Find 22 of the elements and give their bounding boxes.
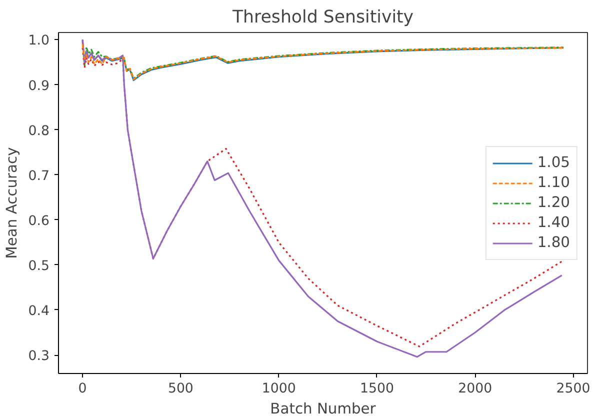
x-tick-label: 1000 (262, 382, 296, 396)
y-tick-label: 1.0 (28, 34, 50, 49)
x-axis-title: Batch Number (270, 400, 377, 418)
x-tick-label: 1500 (360, 382, 394, 396)
x-tick-label: 2500 (556, 382, 590, 396)
y-tick-label: 0.6 (28, 214, 50, 229)
y-tick-label: 0.9 (28, 78, 50, 94)
x-tick-label: 2000 (458, 382, 492, 396)
y-axis-title: Mean Accuracy (3, 146, 20, 259)
x-tick-label: 0 (78, 382, 87, 396)
legend-label: 1.20 (537, 194, 570, 211)
x-tick-label: 500 (168, 382, 194, 396)
chart-title: Threshold Sensitivity (231, 8, 414, 28)
y-tick-label: 0.8 (28, 124, 50, 139)
legend-label: 1.05 (537, 154, 570, 171)
y-tick-label: 0.7 (28, 168, 50, 184)
y-tick-label: 0.3 (28, 349, 50, 364)
legend-label: 1.10 (537, 174, 570, 191)
y-tick-label: 0.4 (28, 304, 50, 319)
legend-label: 1.40 (537, 214, 570, 231)
legend-label: 1.80 (537, 234, 570, 251)
y-tick-label: 0.5 (28, 258, 50, 274)
